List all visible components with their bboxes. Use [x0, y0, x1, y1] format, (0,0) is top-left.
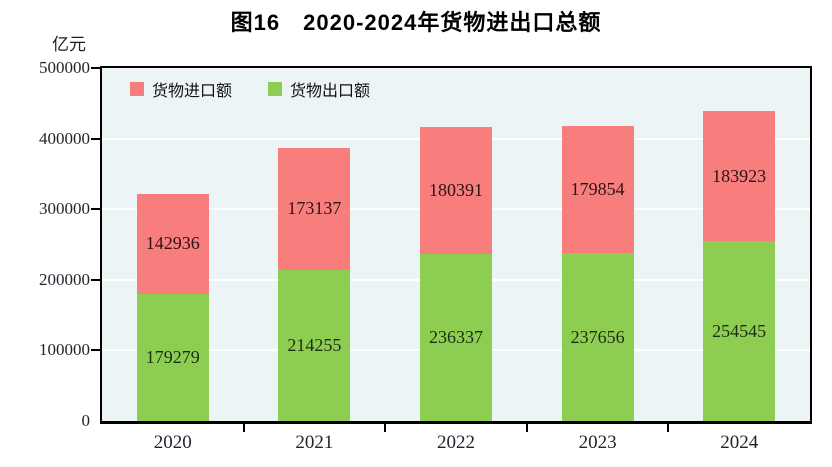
bar-segment-2022-货物进口额: 180391	[419, 126, 492, 255]
bar-segment-2024-货物出口额: 254545	[703, 241, 776, 421]
bar-value-label: 214255	[287, 334, 342, 355]
x-tick-label-2020: 2020	[153, 432, 192, 453]
bar-slot-2020: 142936 179279	[102, 68, 244, 421]
bar-slot-2021: 173137 214255	[244, 68, 386, 421]
legend-swatch-icon	[130, 82, 144, 96]
legend-swatch-icon	[268, 82, 283, 96]
legend-item-货物进口额: 货物进口额	[130, 77, 232, 101]
bars-layer: 142936 179279 173137 214255 180391 236337 1798…	[102, 68, 810, 421]
bar-value-label: 142936	[145, 233, 200, 254]
stacked-bar-2023: 179854 237656	[561, 126, 634, 421]
stacked-bar-2024: 183923 254545	[703, 111, 776, 421]
bar-value-label: 173137	[287, 198, 342, 219]
x-tick-mark	[667, 424, 670, 432]
bar-segment-2022-货物出口额: 236337	[419, 254, 492, 421]
bar-segment-2024-货物进口额: 183923	[703, 111, 776, 242]
y-tick-mark	[91, 349, 100, 352]
x-tick-mark	[242, 424, 245, 432]
x-tick-mark	[525, 424, 528, 432]
y-tick-label-200000: 200000	[39, 269, 90, 289]
y-tick-label-300000: 300000	[39, 199, 90, 219]
bar-slot-2022: 180391 236337	[385, 68, 527, 421]
x-tick-label-2022: 2022	[437, 432, 475, 453]
x-tick-label-2023: 2023	[578, 432, 617, 453]
x-tick-label-2024: 2024	[720, 432, 759, 453]
bar-value-label: 237656	[570, 326, 625, 347]
bar-slot-2024: 183923 254545	[668, 68, 810, 421]
bar-slot-2023: 179854 237656	[527, 68, 669, 421]
legend-item-货物出口额: 货物出口额	[268, 77, 370, 101]
stacked-bar-2022: 180391 236337	[419, 126, 492, 421]
bar-segment-2021-货物进口额: 173137	[278, 147, 351, 270]
y-tick-mark	[91, 278, 100, 281]
y-tick-label-0: 0	[81, 411, 91, 430]
y-tick-mark	[91, 67, 100, 69]
legend-label: 货物进口额	[152, 83, 233, 100]
bar-value-label: 179854	[570, 179, 625, 200]
x-tick-label-2021: 2021	[295, 432, 334, 453]
x-tick-mark	[384, 424, 387, 432]
bar-segment-2021-货物出口额: 214255	[278, 269, 351, 421]
bar-value-label: 236337	[428, 327, 483, 348]
y-tick-mark	[91, 208, 100, 211]
bar-segment-2023-货物出口额: 237656	[561, 253, 634, 421]
bar-value-label: 183923	[712, 165, 767, 186]
bar-segment-2023-货物进口额: 179854	[561, 126, 634, 254]
legend-label: 货物出口额	[290, 83, 371, 100]
y-axis-unit-label: 亿元	[52, 35, 86, 54]
bar-segment-2020-货物出口额: 179279	[136, 294, 209, 421]
bar-segment-2020-货物进口额: 142936	[136, 193, 209, 295]
bar-value-label: 180391	[428, 179, 483, 200]
y-tick-mark	[91, 137, 100, 140]
stacked-bar-2021: 173137 214255	[278, 147, 351, 421]
legend: 货物进口额 货物出口额	[130, 77, 370, 101]
y-tick-label-500000: 500000	[39, 58, 90, 77]
plot-area: 142936 179279 173137 214255 180391 236337 1798…	[100, 66, 812, 424]
y-tick-label-100000: 100000	[39, 340, 90, 360]
bar-value-label: 254545	[712, 320, 767, 341]
y-tick-label-400000: 400000	[39, 128, 90, 148]
bar-value-label: 179279	[145, 347, 200, 368]
chart-title: 图16 2020-2024年货物进出口总额	[230, 10, 602, 35]
stacked-bar-2020: 142936 179279	[136, 193, 209, 421]
